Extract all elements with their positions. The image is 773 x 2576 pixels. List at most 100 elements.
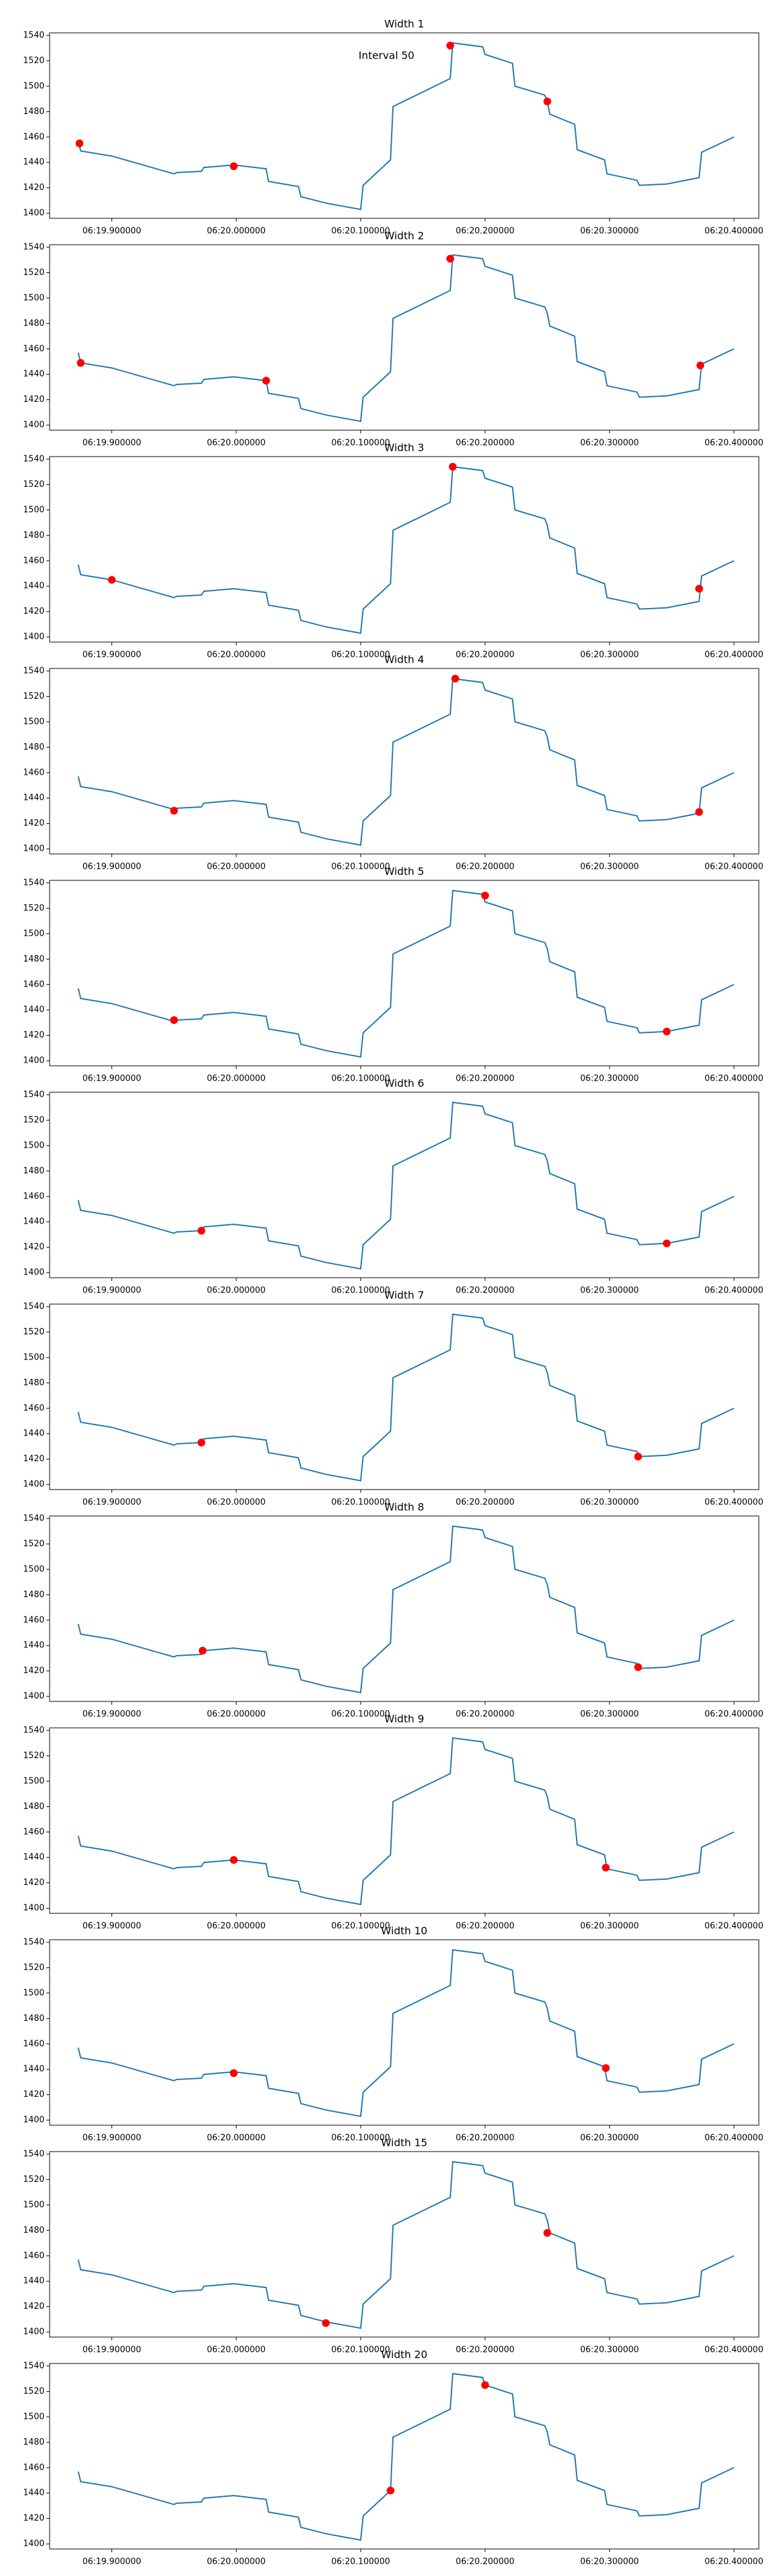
x-tick-label: 06:20.000000 bbox=[207, 650, 265, 660]
y-tick-label: 1480 bbox=[23, 954, 44, 964]
y-tick-label: 1400 bbox=[23, 632, 44, 642]
y-tick-label: 1500 bbox=[23, 1776, 44, 1786]
y-tick-label: 1520 bbox=[23, 904, 44, 913]
x-tick-label: 06:20.300000 bbox=[580, 650, 639, 660]
x-tick-label: 06:20.200000 bbox=[455, 1286, 514, 1296]
y-tick-label: 1520 bbox=[23, 480, 44, 489]
y-tick-label: 1440 bbox=[23, 2277, 44, 2286]
marker bbox=[543, 97, 551, 106]
line bbox=[77, 2161, 734, 2329]
x-tick-label: 06:20.000000 bbox=[207, 1074, 265, 1084]
x-tick-label: 06:20.100000 bbox=[331, 2557, 390, 2567]
y-tick-label: 1460 bbox=[23, 2039, 44, 2049]
x-tick-label: 06:19.900000 bbox=[82, 227, 141, 236]
x-tick-label: 06:20.400000 bbox=[705, 1710, 763, 1719]
y-tick-label: 1400 bbox=[23, 1268, 44, 1278]
line bbox=[77, 42, 734, 211]
marker bbox=[77, 359, 85, 367]
chart-title: Width 20 bbox=[381, 2349, 428, 2361]
y-tick-label: 1460 bbox=[23, 768, 44, 777]
y-tick-label: 1500 bbox=[23, 81, 44, 91]
x-tick-label: 06:20.100000 bbox=[331, 2134, 390, 2143]
x-tick-label: 06:20.200000 bbox=[455, 862, 514, 872]
x-tick-label: 06:19.900000 bbox=[82, 1498, 141, 1508]
y-tick-label: 1400 bbox=[23, 1056, 44, 1066]
y-tick-label: 1420 bbox=[23, 2090, 44, 2099]
x-tick-label: 06:20.100000 bbox=[331, 862, 390, 872]
y-tick-label: 1480 bbox=[23, 2438, 44, 2447]
y-tick-label: 1460 bbox=[23, 980, 44, 989]
marker bbox=[448, 462, 457, 471]
axes-frame bbox=[49, 456, 759, 643]
x-tick-label: 06:19.900000 bbox=[82, 650, 141, 660]
y-tick-label: 1420 bbox=[23, 1242, 44, 1252]
axes-frame bbox=[49, 1727, 759, 1914]
x-tick-label: 06:20.300000 bbox=[580, 1286, 639, 1296]
x-tick-label: 06:20.400000 bbox=[705, 1074, 763, 1084]
line bbox=[77, 466, 734, 634]
line bbox=[77, 2372, 734, 2541]
x-tick-label: 06:20.400000 bbox=[705, 2345, 763, 2355]
y-tick-label: 1500 bbox=[23, 1141, 44, 1150]
y-tick-label: 1520 bbox=[23, 1115, 44, 1125]
axes-frame bbox=[49, 244, 759, 431]
x-tick-label: 06:19.900000 bbox=[82, 2345, 141, 2355]
annotation: Interval 50 bbox=[359, 50, 415, 62]
y-tick-label: 1440 bbox=[23, 2065, 44, 2074]
y-tick-label: 1420 bbox=[23, 819, 44, 828]
x-tick-label: 06:20.300000 bbox=[580, 1710, 639, 1719]
x-tick-label: 06:20.200000 bbox=[455, 439, 514, 448]
chart-title: Width 5 bbox=[385, 866, 425, 878]
marker bbox=[75, 139, 84, 147]
marker bbox=[446, 254, 454, 263]
x-tick-label: 06:19.900000 bbox=[82, 862, 141, 872]
y-tick-label: 1500 bbox=[23, 2200, 44, 2210]
y-tick-label: 1520 bbox=[23, 692, 44, 701]
y-tick-label: 1520 bbox=[23, 1751, 44, 1761]
x-tick-label: 06:19.900000 bbox=[82, 1922, 141, 1931]
marker bbox=[229, 2069, 238, 2078]
x-tick-label: 06:20.200000 bbox=[455, 2557, 514, 2567]
x-tick-label: 06:20.100000 bbox=[331, 1922, 390, 1931]
chart-title: Width 10 bbox=[381, 1925, 428, 1937]
x-tick-label: 06:20.000000 bbox=[207, 2345, 265, 2355]
x-tick-label: 06:20.400000 bbox=[705, 862, 763, 872]
y-tick-label: 1440 bbox=[23, 2488, 44, 2498]
marker bbox=[198, 1647, 207, 1655]
x-tick-label: 06:20.000000 bbox=[207, 1498, 265, 1508]
marker bbox=[481, 2381, 490, 2389]
y-tick-label: 1540 bbox=[23, 2361, 44, 2371]
y-tick-label: 1540 bbox=[23, 1513, 44, 1523]
x-tick-label: 06:20.100000 bbox=[331, 227, 390, 236]
line bbox=[77, 254, 734, 422]
x-tick-label: 06:20.200000 bbox=[455, 1074, 514, 1084]
x-tick-label: 06:20.200000 bbox=[455, 1710, 514, 1719]
x-tick-label: 06:20.200000 bbox=[455, 227, 514, 236]
x-tick-label: 06:20.000000 bbox=[207, 227, 265, 236]
y-tick-label: 1400 bbox=[23, 1480, 44, 1490]
marker bbox=[262, 377, 271, 385]
x-tick-label: 06:20.400000 bbox=[705, 439, 763, 448]
x-tick-label: 06:20.300000 bbox=[580, 862, 639, 872]
x-tick-label: 06:20.200000 bbox=[455, 1922, 514, 1931]
y-tick-label: 1480 bbox=[23, 2014, 44, 2023]
y-tick-label: 1540 bbox=[23, 1302, 44, 1311]
y-tick-label: 1440 bbox=[23, 793, 44, 803]
marker bbox=[481, 891, 490, 900]
x-tick-label: 06:20.200000 bbox=[455, 2134, 514, 2143]
x-tick-label: 06:20.100000 bbox=[331, 439, 390, 448]
chart-title: Width 4 bbox=[385, 654, 425, 666]
marker bbox=[197, 1439, 205, 1447]
x-tick-label: 06:20.400000 bbox=[705, 1498, 763, 1508]
y-tick-label: 1520 bbox=[23, 1963, 44, 1973]
y-tick-label: 1540 bbox=[23, 878, 44, 887]
axes-frame bbox=[49, 2363, 759, 2550]
y-tick-label: 1400 bbox=[23, 844, 44, 854]
axes-frame bbox=[49, 2151, 759, 2338]
chart-title: Width 8 bbox=[385, 1501, 425, 1513]
y-tick-label: 1440 bbox=[23, 582, 44, 591]
y-tick-label: 1480 bbox=[23, 1590, 44, 1600]
x-tick-label: 06:20.100000 bbox=[331, 1286, 390, 1296]
x-tick-label: 06:20.000000 bbox=[207, 2557, 265, 2567]
